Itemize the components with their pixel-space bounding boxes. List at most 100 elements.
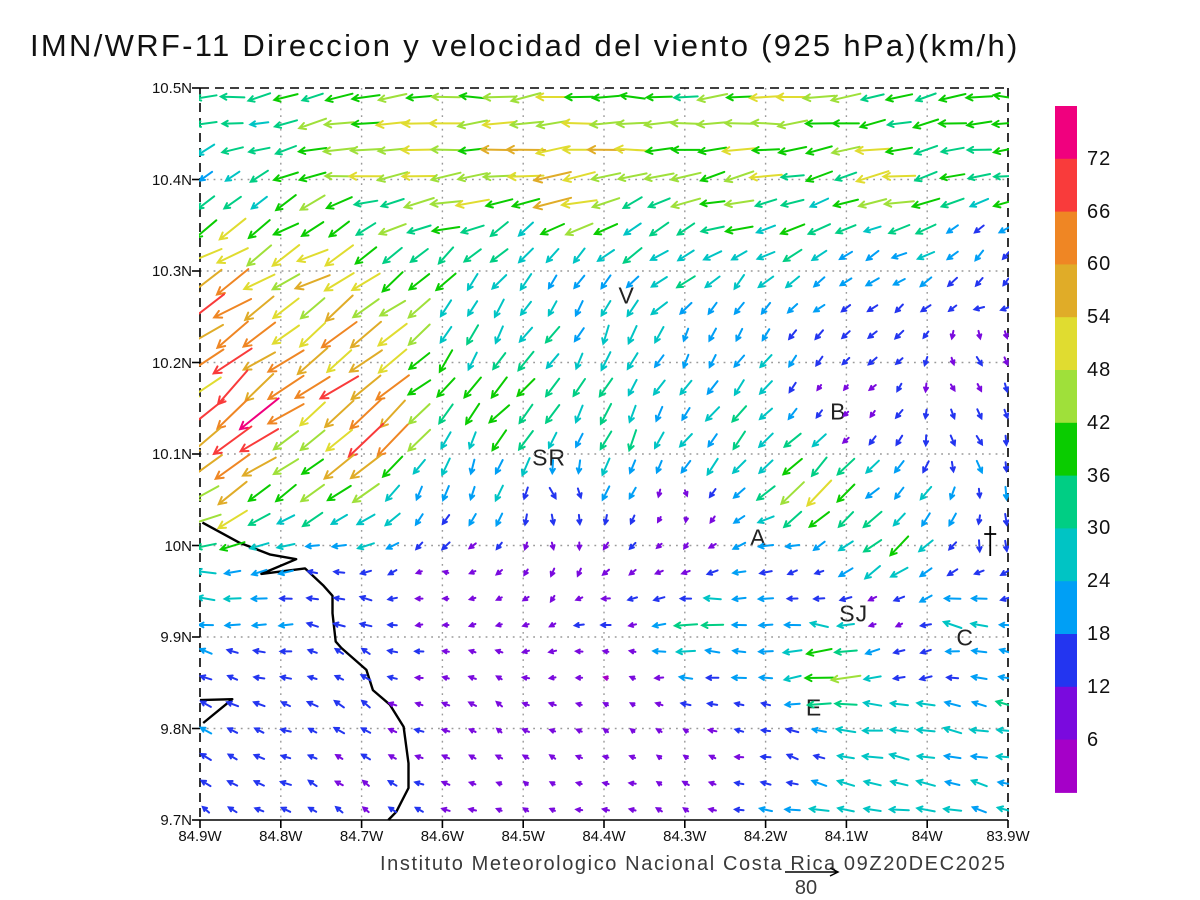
x-axis-label: 84.2W <box>743 828 788 845</box>
wind-arrow <box>548 781 556 787</box>
wind-arrow <box>626 595 638 602</box>
wind-arrow <box>576 487 583 500</box>
colorbar-segment <box>1055 317 1077 371</box>
wind-arrow <box>414 701 424 708</box>
wind-arrow <box>272 171 299 183</box>
wind-arrow <box>918 567 933 578</box>
wind-arrow <box>248 120 270 128</box>
wind-arrow <box>626 352 639 371</box>
wind-arrow <box>247 484 271 503</box>
colorbar-label: 18 <box>1087 623 1112 645</box>
wind-arrow <box>405 93 433 102</box>
wind-arrow <box>510 198 541 209</box>
wind-arrow <box>992 200 1009 209</box>
wind-arrow <box>616 172 648 182</box>
wind-arrow <box>699 170 726 183</box>
wind-arrow <box>412 458 426 475</box>
wind-arrow <box>332 726 346 735</box>
wind-arrow <box>323 171 355 181</box>
y-axis-label: 10N <box>164 537 192 555</box>
reference-vector-label: 80 <box>794 877 818 899</box>
wind-arrow <box>833 700 858 708</box>
wind-arrow <box>674 648 696 656</box>
wind-arrow <box>781 648 803 656</box>
wind-arrow <box>298 401 326 427</box>
wind-arrow <box>975 435 984 447</box>
wind-arrow <box>226 806 238 814</box>
wind-arrow <box>278 648 293 655</box>
wind-arrow <box>243 295 275 322</box>
wind-arrow <box>440 780 451 787</box>
wind-arrow <box>730 250 748 261</box>
wind-arrow <box>732 430 746 451</box>
wind-arrow <box>896 382 903 393</box>
wind-arrow <box>965 145 992 154</box>
wind-arrow <box>969 753 988 761</box>
wind-arrow <box>973 569 985 576</box>
wind-arrow <box>399 145 438 155</box>
wind-arrow <box>347 171 384 181</box>
wind-arrow <box>360 647 371 655</box>
wind-arrow <box>862 674 882 682</box>
wind-arrow <box>759 780 772 787</box>
wind-arrow <box>467 595 477 602</box>
wind-arrow <box>279 806 292 813</box>
wind-arrow <box>602 514 609 526</box>
wind-arrow <box>731 595 747 603</box>
wind-arrow <box>307 806 318 813</box>
wind-arrow <box>723 199 755 208</box>
wind-arrow <box>915 805 936 813</box>
wind-arrow <box>599 430 613 451</box>
wind-arrow <box>682 327 690 343</box>
wind-arrow <box>627 429 638 453</box>
wind-arrow <box>810 726 827 734</box>
colorbar-segment <box>1055 422 1077 477</box>
wind-arrow <box>1003 382 1009 394</box>
wind-arrow <box>590 197 621 210</box>
wind-arrow <box>216 509 248 530</box>
wind-arrow <box>521 701 530 708</box>
wind-arrow <box>833 171 858 182</box>
wind-arrow <box>894 303 904 314</box>
wind-arrow <box>939 146 965 155</box>
wind-arrow <box>788 354 798 369</box>
wind-arrow <box>573 274 586 290</box>
wind-arrow <box>758 569 773 576</box>
wind-arrow <box>266 403 305 425</box>
wind-arrow <box>407 352 431 371</box>
wind-arrow <box>572 378 586 398</box>
wind-arrow <box>757 674 774 681</box>
wind-arrow <box>708 327 717 343</box>
wind-arrow <box>922 460 930 474</box>
wind-arrow <box>199 195 216 210</box>
wind-arrow <box>332 569 346 576</box>
colorbar-label: 30 <box>1087 517 1112 540</box>
wind-arrow <box>563 92 594 102</box>
wind-arrow <box>705 569 719 576</box>
wind-arrow <box>622 222 642 236</box>
wind-arrow <box>199 485 220 501</box>
wind-arrow <box>888 752 910 761</box>
wind-arrow <box>943 700 961 708</box>
wind-arrow <box>574 404 584 424</box>
wind-arrow <box>271 297 300 320</box>
wind-arrow <box>519 273 533 292</box>
wind-arrow <box>386 674 398 681</box>
wind-arrow <box>683 516 689 524</box>
y-axis-label: 10.2N <box>151 354 192 372</box>
wind-arrow <box>915 726 936 734</box>
wind-arrow <box>277 622 294 629</box>
wind-arrow <box>696 93 729 103</box>
wind-arrow <box>494 595 503 601</box>
wind-arrow <box>385 542 400 550</box>
wind-arrow <box>731 459 747 475</box>
wind-arrow <box>655 459 663 475</box>
wind-arrow <box>560 118 598 128</box>
wind-arrow <box>598 377 614 398</box>
wind-arrow <box>779 223 806 236</box>
wind-arrow <box>324 294 354 323</box>
wind-arrow <box>575 459 583 475</box>
wind-arrow <box>699 225 725 235</box>
wind-arrow <box>919 485 933 501</box>
wind-arrow <box>199 248 223 263</box>
